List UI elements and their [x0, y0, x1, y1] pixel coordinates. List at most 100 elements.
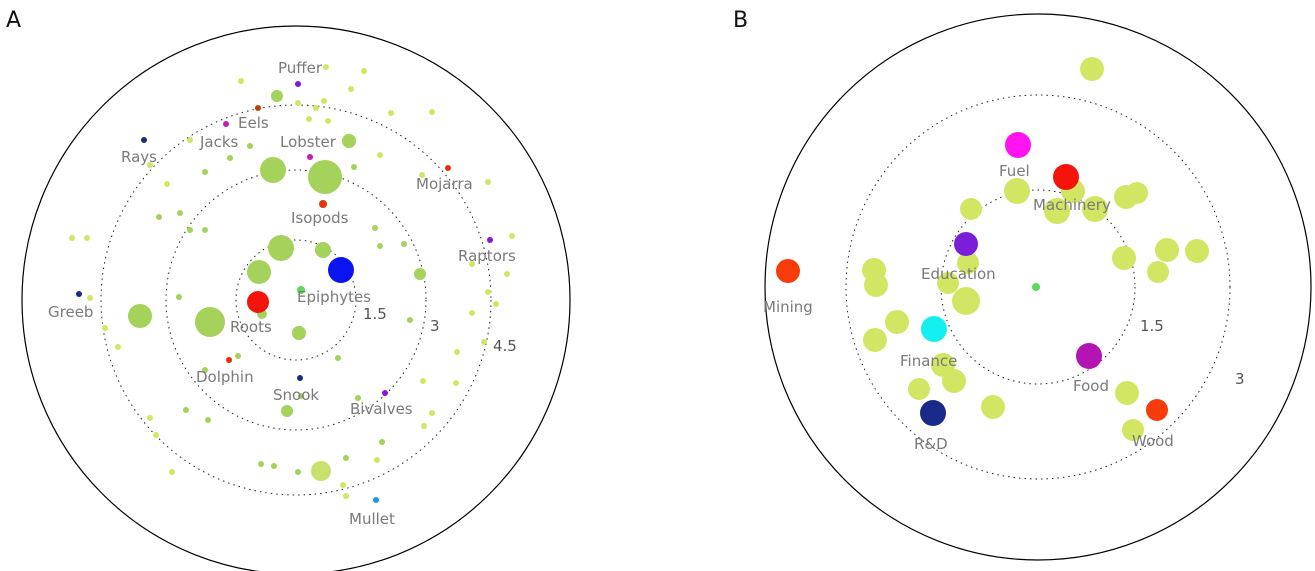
- node: [421, 423, 427, 429]
- node: [292, 326, 306, 340]
- node: [481, 339, 487, 345]
- node: [297, 286, 305, 294]
- node: [863, 328, 887, 352]
- node: [202, 169, 208, 175]
- node: [84, 235, 90, 241]
- label-rays: Rays: [121, 148, 157, 166]
- labels-b: Fuel Machinery Education Mining Finance …: [763, 162, 1174, 453]
- nodes-b: [776, 57, 1209, 441]
- label-mullet: Mullet: [349, 510, 395, 528]
- label-bivalves: Bivalves: [350, 400, 413, 418]
- label-roots: Roots: [230, 318, 272, 336]
- node: [1112, 246, 1136, 270]
- node: [908, 378, 930, 400]
- node-lobster: [307, 154, 313, 160]
- node: [69, 235, 75, 241]
- node: [429, 410, 435, 416]
- label-fuel: Fuel: [999, 162, 1030, 180]
- labels-a: Puffer Eels Jacks Rays Lobster Mojarra I…: [48, 59, 516, 528]
- node: [374, 457, 380, 463]
- node: [420, 378, 426, 384]
- node: [485, 179, 491, 185]
- node: [1115, 381, 1139, 405]
- node: [407, 317, 413, 323]
- node: [361, 68, 367, 74]
- node-raptors: [487, 237, 493, 243]
- node: [1080, 57, 1104, 81]
- node: [469, 310, 475, 316]
- node: [271, 90, 283, 102]
- ring-label-a-1-5: 1.5: [363, 305, 387, 323]
- node: [509, 233, 515, 239]
- ring-label-b-1-5: 1.5: [1140, 317, 1164, 335]
- node: [335, 355, 341, 361]
- node: [258, 461, 264, 467]
- node: [429, 109, 435, 115]
- node: [343, 493, 349, 499]
- node: [1185, 239, 1209, 263]
- label-food: Food: [1073, 377, 1109, 395]
- node: [306, 116, 312, 122]
- label-mining: Mining: [763, 298, 813, 316]
- panel-a-letter: A: [6, 8, 21, 33]
- ring-b-outer: [845, 94, 1231, 480]
- node: [295, 469, 301, 475]
- node-puffer: [295, 81, 301, 87]
- node-mullet: [373, 497, 379, 503]
- node: [342, 134, 356, 148]
- node-wood: [1146, 399, 1168, 421]
- node: [202, 367, 208, 373]
- node: [260, 157, 286, 183]
- node: [156, 214, 162, 220]
- panel-b: B 1.5 3: [733, 8, 1312, 561]
- label-eels: Eels: [238, 114, 269, 132]
- node: [321, 98, 327, 104]
- node: [942, 369, 966, 393]
- node-rd: [920, 400, 946, 426]
- label-epiphytes: Epiphytes: [297, 288, 371, 306]
- node-rays: [141, 137, 147, 143]
- node: [115, 344, 121, 350]
- node-snook: [297, 375, 303, 381]
- nodes-a: [69, 64, 515, 503]
- node: [187, 227, 193, 233]
- node: [340, 482, 346, 488]
- node-dolphin: [226, 357, 232, 363]
- node: [187, 137, 193, 143]
- node: [1082, 196, 1108, 222]
- node: [414, 268, 426, 280]
- node: [1032, 283, 1040, 291]
- ring-label-a-3: 3: [430, 317, 440, 335]
- node: [485, 289, 491, 295]
- node-food: [1076, 343, 1102, 369]
- node: [308, 160, 342, 194]
- node: [238, 78, 244, 84]
- node: [295, 100, 301, 106]
- label-snook: Snook: [273, 386, 319, 404]
- node: [325, 118, 331, 124]
- node: [957, 252, 979, 274]
- node: [247, 143, 253, 149]
- ring-a-outer: [100, 104, 492, 496]
- node-finance: [921, 316, 947, 342]
- node-jacks: [223, 121, 229, 127]
- node: [195, 307, 225, 337]
- node-mojarra: [445, 165, 451, 171]
- label-finance: Finance: [900, 352, 957, 370]
- ring-b-inner: [940, 189, 1136, 385]
- node: [147, 415, 153, 421]
- label-isopods: Isopods: [291, 209, 349, 227]
- node: [864, 273, 888, 297]
- node: [885, 310, 909, 334]
- node: [323, 64, 329, 70]
- label-machinery: Machinery: [1033, 196, 1111, 214]
- node-greeb: [76, 291, 82, 297]
- node: [355, 395, 361, 401]
- node: [388, 110, 394, 116]
- panel-b-letter: B: [733, 8, 748, 33]
- ring-label-b-3: 3: [1235, 370, 1245, 388]
- node-eels: [255, 105, 261, 111]
- node: [268, 235, 294, 261]
- label-wood: Wood: [1132, 432, 1174, 450]
- label-jacks: Jacks: [199, 133, 239, 151]
